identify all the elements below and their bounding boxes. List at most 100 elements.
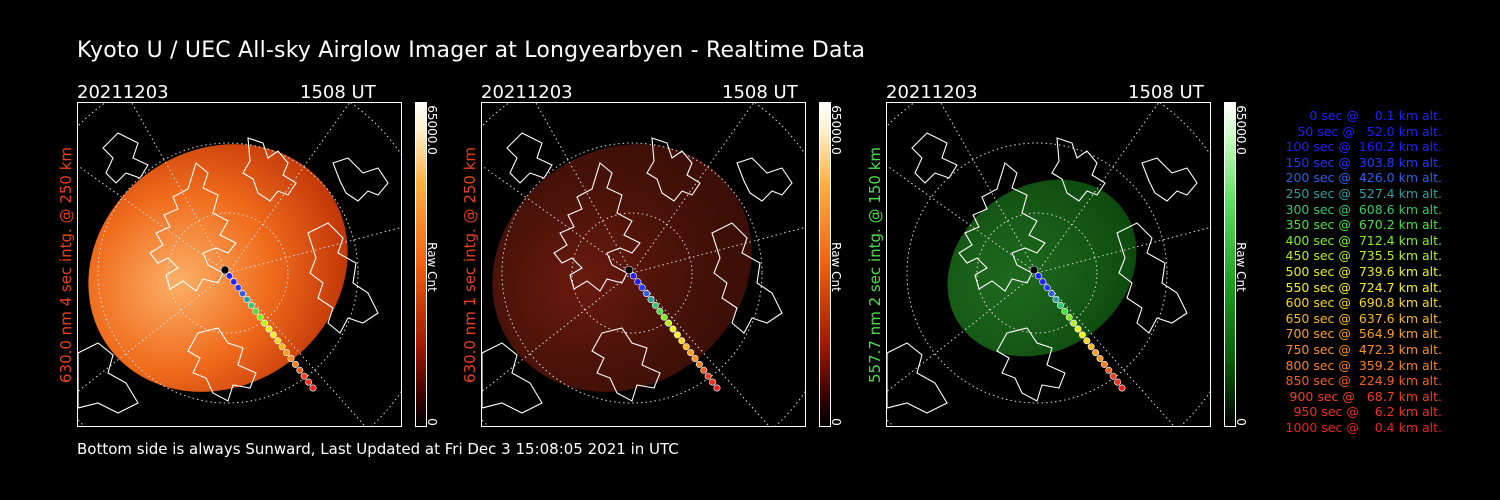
trajectory-point bbox=[1109, 372, 1117, 380]
panel-3-cbar-min: 0 bbox=[1234, 418, 1248, 426]
legend-row: 450 sec @ 735.5 km alt. bbox=[1281, 248, 1443, 264]
panel-1-cbar-min: 0 bbox=[425, 418, 439, 426]
trajectory bbox=[1029, 265, 1126, 392]
trajectory-point bbox=[1087, 343, 1095, 351]
trajectory-point bbox=[300, 372, 308, 380]
trajectory-point bbox=[678, 337, 686, 345]
trajectory-point bbox=[1105, 366, 1113, 374]
trajectory-point bbox=[1061, 307, 1069, 315]
panel-1-cbar-max: 65000.0 bbox=[425, 105, 439, 155]
trajectory-point bbox=[624, 265, 634, 275]
trajectory-point bbox=[673, 331, 681, 339]
panel-3-date: 20211203 bbox=[886, 82, 978, 103]
trajectory-point bbox=[283, 349, 291, 357]
legend-row: 400 sec @ 712.4 km alt. bbox=[1281, 232, 1443, 248]
trajectory-point bbox=[1043, 284, 1051, 292]
trajectory-point bbox=[220, 265, 230, 275]
legend-row: 50 sec @ 52.0 km alt. bbox=[1289, 123, 1442, 139]
panel-1-side-label: 630.0 nm 4 sec intg. @ 250 km bbox=[57, 146, 75, 384]
panel-3-cbar-unit: Raw Cnt bbox=[1234, 242, 1248, 292]
legend-row: 500 sec @ 739.6 km alt. bbox=[1281, 263, 1443, 279]
panel-1-colorbar bbox=[415, 102, 427, 427]
trajectory-point bbox=[1100, 360, 1108, 368]
altitude-legend: 0 sec @ 0.1 km alt. 50 sec @ 52.0 km alt… bbox=[1262, 108, 1443, 435]
trajectory-point bbox=[669, 325, 677, 333]
panel-2-cbar-min: 0 bbox=[829, 418, 843, 426]
trajectory-point bbox=[1052, 296, 1060, 304]
trajectory-point bbox=[305, 378, 313, 386]
page-title: Kyoto U / UEC All-sky Airglow Imager at … bbox=[77, 38, 866, 63]
legend-row: 850 sec @ 224.9 km alt. bbox=[1281, 373, 1443, 389]
trajectory bbox=[624, 265, 721, 392]
trajectory-point bbox=[660, 313, 668, 321]
legend-row: 950 sec @ 6.2 km alt. bbox=[1289, 404, 1442, 420]
legend-row: 800 sec @ 359.2 km alt. bbox=[1281, 357, 1443, 373]
legend-row: 200 sec @ 426.0 km alt. bbox=[1281, 170, 1443, 186]
airglow-image bbox=[88, 144, 348, 392]
map-grid bbox=[482, 103, 805, 426]
legend-row: 650 sec @ 637.6 km alt. bbox=[1281, 310, 1443, 326]
trajectory-point bbox=[1056, 301, 1064, 309]
trajectory-point bbox=[309, 384, 317, 392]
panel-2-side-label: 630.0 nm 1 sec intg. @ 250 km bbox=[461, 146, 479, 384]
airglow-image bbox=[947, 179, 1137, 357]
trajectory-point bbox=[1034, 272, 1042, 280]
legend-row: 900 sec @ 68.7 km alt. bbox=[1285, 388, 1442, 404]
panel-3-colorbar bbox=[1224, 102, 1236, 427]
legend-row: 150 sec @ 303.8 km alt. bbox=[1281, 154, 1443, 170]
trajectory-point bbox=[634, 278, 642, 286]
coastlines bbox=[78, 132, 389, 414]
panel-2-cbar-max: 65000.0 bbox=[829, 105, 843, 155]
trajectory-point bbox=[1096, 355, 1104, 363]
trajectory-point bbox=[291, 360, 299, 368]
legend-row: 100 sec @ 160.2 km alt. bbox=[1281, 139, 1443, 155]
trajectory-point bbox=[269, 331, 277, 339]
trajectory-point bbox=[278, 343, 286, 351]
panel-3-cbar-max: 65000.0 bbox=[1234, 105, 1248, 155]
trajectory-point bbox=[656, 307, 664, 315]
legend-row: 750 sec @ 472.3 km alt. bbox=[1281, 341, 1443, 357]
trajectory-point bbox=[243, 296, 251, 304]
trajectory-point bbox=[256, 313, 264, 321]
panel-2-time: 1508 UT bbox=[722, 82, 798, 103]
trajectory bbox=[220, 265, 317, 392]
trajectory-point bbox=[682, 343, 690, 351]
trajectory-point bbox=[687, 349, 695, 357]
trajectory-point bbox=[629, 272, 637, 280]
panel-2-cbar-unit: Raw Cnt bbox=[829, 242, 843, 292]
legend-row: 550 sec @ 724.7 km alt. bbox=[1281, 279, 1443, 295]
trajectory-point bbox=[1074, 325, 1082, 333]
footer-status: Bottom side is always Sunward, Last Upda… bbox=[77, 440, 679, 458]
panel-3-side-label: 557.7 nm 2 sec intg. @ 150 km bbox=[866, 146, 884, 384]
trajectory-point bbox=[695, 360, 703, 368]
panel-2-image bbox=[481, 102, 806, 427]
trajectory-point bbox=[1039, 278, 1047, 286]
trajectory-point bbox=[274, 337, 282, 345]
trajectory-point bbox=[230, 278, 238, 286]
map-grid bbox=[887, 103, 1210, 426]
trajectory-point bbox=[647, 296, 655, 304]
panel-3-image bbox=[886, 102, 1211, 427]
trajectory-point bbox=[239, 290, 247, 298]
airglow-image bbox=[492, 144, 752, 392]
panel-1-time: 1508 UT bbox=[300, 82, 376, 103]
legend-row: 1000 sec @ 0.4 km alt. bbox=[1285, 419, 1442, 435]
trajectory-point bbox=[265, 325, 273, 333]
trajectory-point bbox=[709, 378, 717, 386]
trajectory-point bbox=[1065, 313, 1073, 321]
trajectory-point bbox=[1118, 384, 1126, 392]
legend-row: 600 sec @ 690.8 km alt. bbox=[1281, 295, 1443, 311]
trajectory-point bbox=[247, 301, 255, 309]
legend-row: 700 sec @ 564.9 km alt. bbox=[1281, 326, 1443, 342]
trajectory-point bbox=[296, 366, 304, 374]
trajectory-point bbox=[225, 272, 233, 280]
trajectory-point bbox=[1114, 378, 1122, 386]
trajectory-point bbox=[234, 284, 242, 292]
legend-row: 350 sec @ 670.2 km alt. bbox=[1281, 217, 1443, 233]
panel-2-colorbar bbox=[819, 102, 831, 427]
trajectory-point bbox=[651, 301, 659, 309]
trajectory-point bbox=[1083, 337, 1091, 345]
panel-1-image bbox=[77, 102, 402, 427]
coastlines bbox=[887, 132, 1198, 414]
trajectory-point bbox=[665, 319, 673, 327]
